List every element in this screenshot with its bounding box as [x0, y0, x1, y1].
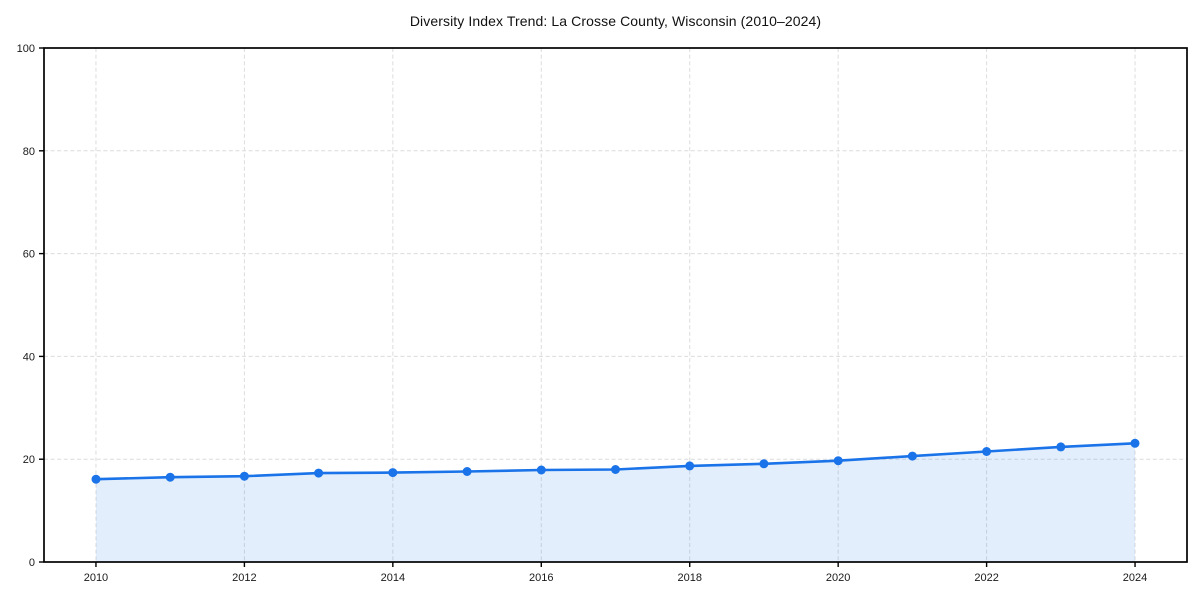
area-fill	[96, 443, 1135, 562]
data-point	[833, 456, 843, 466]
y-tick-label: 100	[17, 43, 35, 55]
x-tick-label: 2016	[529, 572, 553, 584]
x-tick-label: 2022	[974, 572, 998, 584]
y-tick-label: 0	[29, 557, 35, 569]
data-point	[759, 459, 769, 469]
data-point	[314, 468, 324, 478]
data-point	[536, 465, 546, 475]
data-point	[1056, 442, 1066, 452]
data-point	[611, 465, 620, 474]
data-point	[685, 461, 695, 471]
x-tick-label: 2012	[232, 572, 256, 584]
data-point	[982, 447, 992, 456]
y-tick-label: 40	[23, 351, 35, 363]
x-tick-label: 2020	[826, 572, 850, 584]
chart-title: Diversity Index Trend: La Crosse County,…	[409, 13, 822, 29]
data-point	[388, 468, 398, 478]
data-point	[462, 467, 472, 476]
data-point	[239, 471, 249, 481]
data-point	[91, 474, 101, 484]
data-point	[165, 472, 175, 482]
y-tick-label: 60	[23, 249, 35, 261]
plot-frame	[43, 47, 1188, 563]
x-tick-label: 2010	[84, 572, 108, 584]
y-tick-label: 20	[23, 454, 35, 466]
x-tick-label: 2018	[677, 572, 701, 584]
data-point	[907, 451, 917, 461]
x-tick-label: 2014	[381, 572, 405, 584]
x-tick-label: 2024	[1123, 572, 1147, 584]
y-tick-label: 80	[23, 146, 35, 158]
data-point	[1130, 438, 1140, 448]
